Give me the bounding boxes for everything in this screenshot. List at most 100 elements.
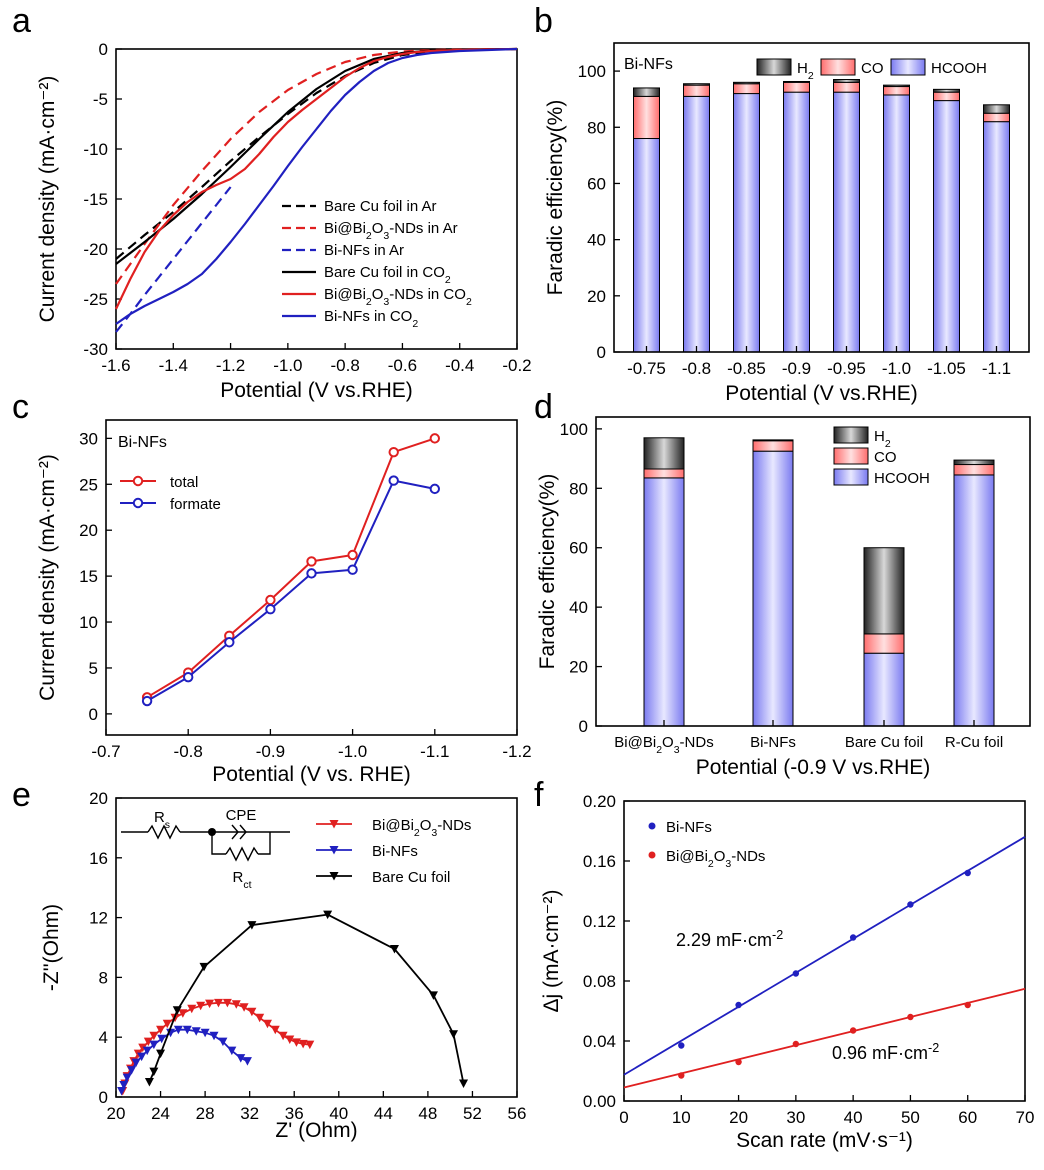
- bar-hcooh: [833, 91, 860, 353]
- plot-frame: [623, 800, 1026, 1102]
- x-tick-label: R-Cu foil: [945, 734, 1003, 751]
- panel-letter-a: a: [12, 2, 31, 40]
- data-point: [173, 1025, 183, 1035]
- data-point: [428, 991, 438, 1000]
- bar-h2: [683, 83, 710, 86]
- legend-label: CO: [861, 60, 884, 77]
- data-point: [306, 568, 317, 579]
- bar-hcooh: [683, 95, 710, 353]
- data-point: [429, 433, 440, 444]
- data-point: [218, 1037, 228, 1047]
- x-tick-label: -0.6: [388, 356, 417, 375]
- bar-h2: [733, 81, 760, 85]
- data-point: [196, 1001, 206, 1011]
- circuit-label-rs: Rs: [154, 809, 170, 831]
- circuit-wire: [258, 832, 271, 855]
- data-point: [199, 962, 209, 972]
- panel-label: Bi-NFs: [624, 56, 673, 73]
- data-point: [119, 1081, 129, 1090]
- legend-swatch: [833, 447, 869, 465]
- data-point: [122, 1073, 132, 1083]
- series-line-0: [146, 437, 436, 699]
- x-tick-label: -0.2: [502, 356, 531, 375]
- circuit-wire: [211, 832, 226, 855]
- legend-marker: [648, 822, 656, 830]
- data-point: [298, 1039, 308, 1049]
- legend-label: Bi@Bi2O3-NDs: [372, 817, 471, 839]
- x-tick-label: 70: [1016, 1108, 1035, 1127]
- bar-hcooh: [933, 100, 960, 353]
- data-point: [247, 1007, 257, 1017]
- bar-co: [933, 91, 960, 102]
- data-point: [149, 1040, 159, 1050]
- slope-annotation-red: 0.96 mF·cm-2: [832, 1041, 939, 1063]
- legend-swatch: [756, 58, 792, 76]
- bar-co: [953, 464, 995, 476]
- data-point: [156, 1025, 166, 1035]
- bar-co: [633, 95, 660, 140]
- data-point: [142, 1046, 152, 1056]
- data-point: [347, 564, 358, 575]
- series-line-1: [115, 47, 518, 285]
- y-axis-title: Faradic efficiency(%): [536, 474, 559, 670]
- x-tick-label: 20: [107, 1104, 126, 1123]
- legend-label: Bi-NFs in CO2: [324, 308, 418, 330]
- y-tick-label: 0.12: [583, 912, 616, 931]
- legend-label: Bi@Bi2O3-NDs in Ar: [324, 220, 458, 242]
- y-tick-label: -5: [93, 90, 108, 109]
- bar-co: [863, 633, 905, 654]
- data-point: [131, 1058, 141, 1068]
- data-point: [735, 1001, 742, 1009]
- data-point: [209, 1031, 219, 1041]
- legend-label: Bare Cu foil: [372, 869, 450, 886]
- x-axis-title: Z' (Ohm): [275, 1119, 357, 1142]
- x-tick-label: Bare Cu foil: [845, 734, 923, 751]
- bar-hcooh: [733, 93, 760, 353]
- series-line-2: [148, 913, 465, 1084]
- data-point: [792, 1040, 800, 1048]
- data-point: [449, 1030, 459, 1039]
- x-tick-label: 32: [240, 1104, 259, 1123]
- x-tick-label: 24: [151, 1104, 170, 1123]
- bar-co: [733, 83, 760, 95]
- equivalent-circuit: Rs CPE Rct: [121, 807, 290, 891]
- data-point: [270, 1025, 280, 1035]
- data-point: [907, 901, 914, 908]
- legend-label: HCOOH: [874, 470, 930, 487]
- data-point: [191, 1027, 201, 1036]
- fit-line-1: [623, 987, 1026, 1089]
- plot-frame: [115, 797, 518, 1098]
- y-tick-label: -25: [83, 290, 108, 309]
- x-tick-label: 10: [672, 1108, 691, 1127]
- data-point: [141, 695, 153, 707]
- data-point: [231, 1000, 241, 1009]
- x-tick-label: -1.6: [101, 356, 130, 375]
- panel-letter-b: b: [534, 2, 553, 40]
- data-point: [849, 934, 857, 941]
- y-tick-label: 80: [587, 118, 606, 137]
- plot-frame: [105, 419, 518, 736]
- legend-swatch: [833, 426, 869, 444]
- bar-h2: [783, 80, 810, 83]
- data-point: [265, 603, 276, 615]
- x-tick-label: -0.85: [727, 359, 766, 378]
- x-axis-title: Potential (V vs. RHE): [212, 763, 410, 786]
- y-tick-label: 40: [569, 598, 588, 617]
- data-point: [347, 549, 358, 561]
- x-tick-label: -0.4: [445, 356, 474, 375]
- legend-label: total: [170, 474, 198, 491]
- data-point: [242, 1057, 252, 1066]
- bar-h2: [983, 104, 1010, 114]
- y-tick-label: 0: [597, 343, 606, 362]
- legend-label: Bare Cu foil in CO2: [324, 264, 451, 286]
- y-tick-label: 4: [99, 1028, 108, 1047]
- data-point: [178, 1009, 188, 1018]
- x-tick-label: -1.2: [502, 742, 531, 761]
- data-point: [964, 869, 971, 877]
- data-point: [792, 970, 800, 977]
- y-axis-title: -Z''(Ohm): [40, 904, 63, 991]
- bar-co: [883, 86, 910, 96]
- data-point: [149, 1067, 159, 1077]
- y-tick-label: 0.04: [583, 1032, 616, 1051]
